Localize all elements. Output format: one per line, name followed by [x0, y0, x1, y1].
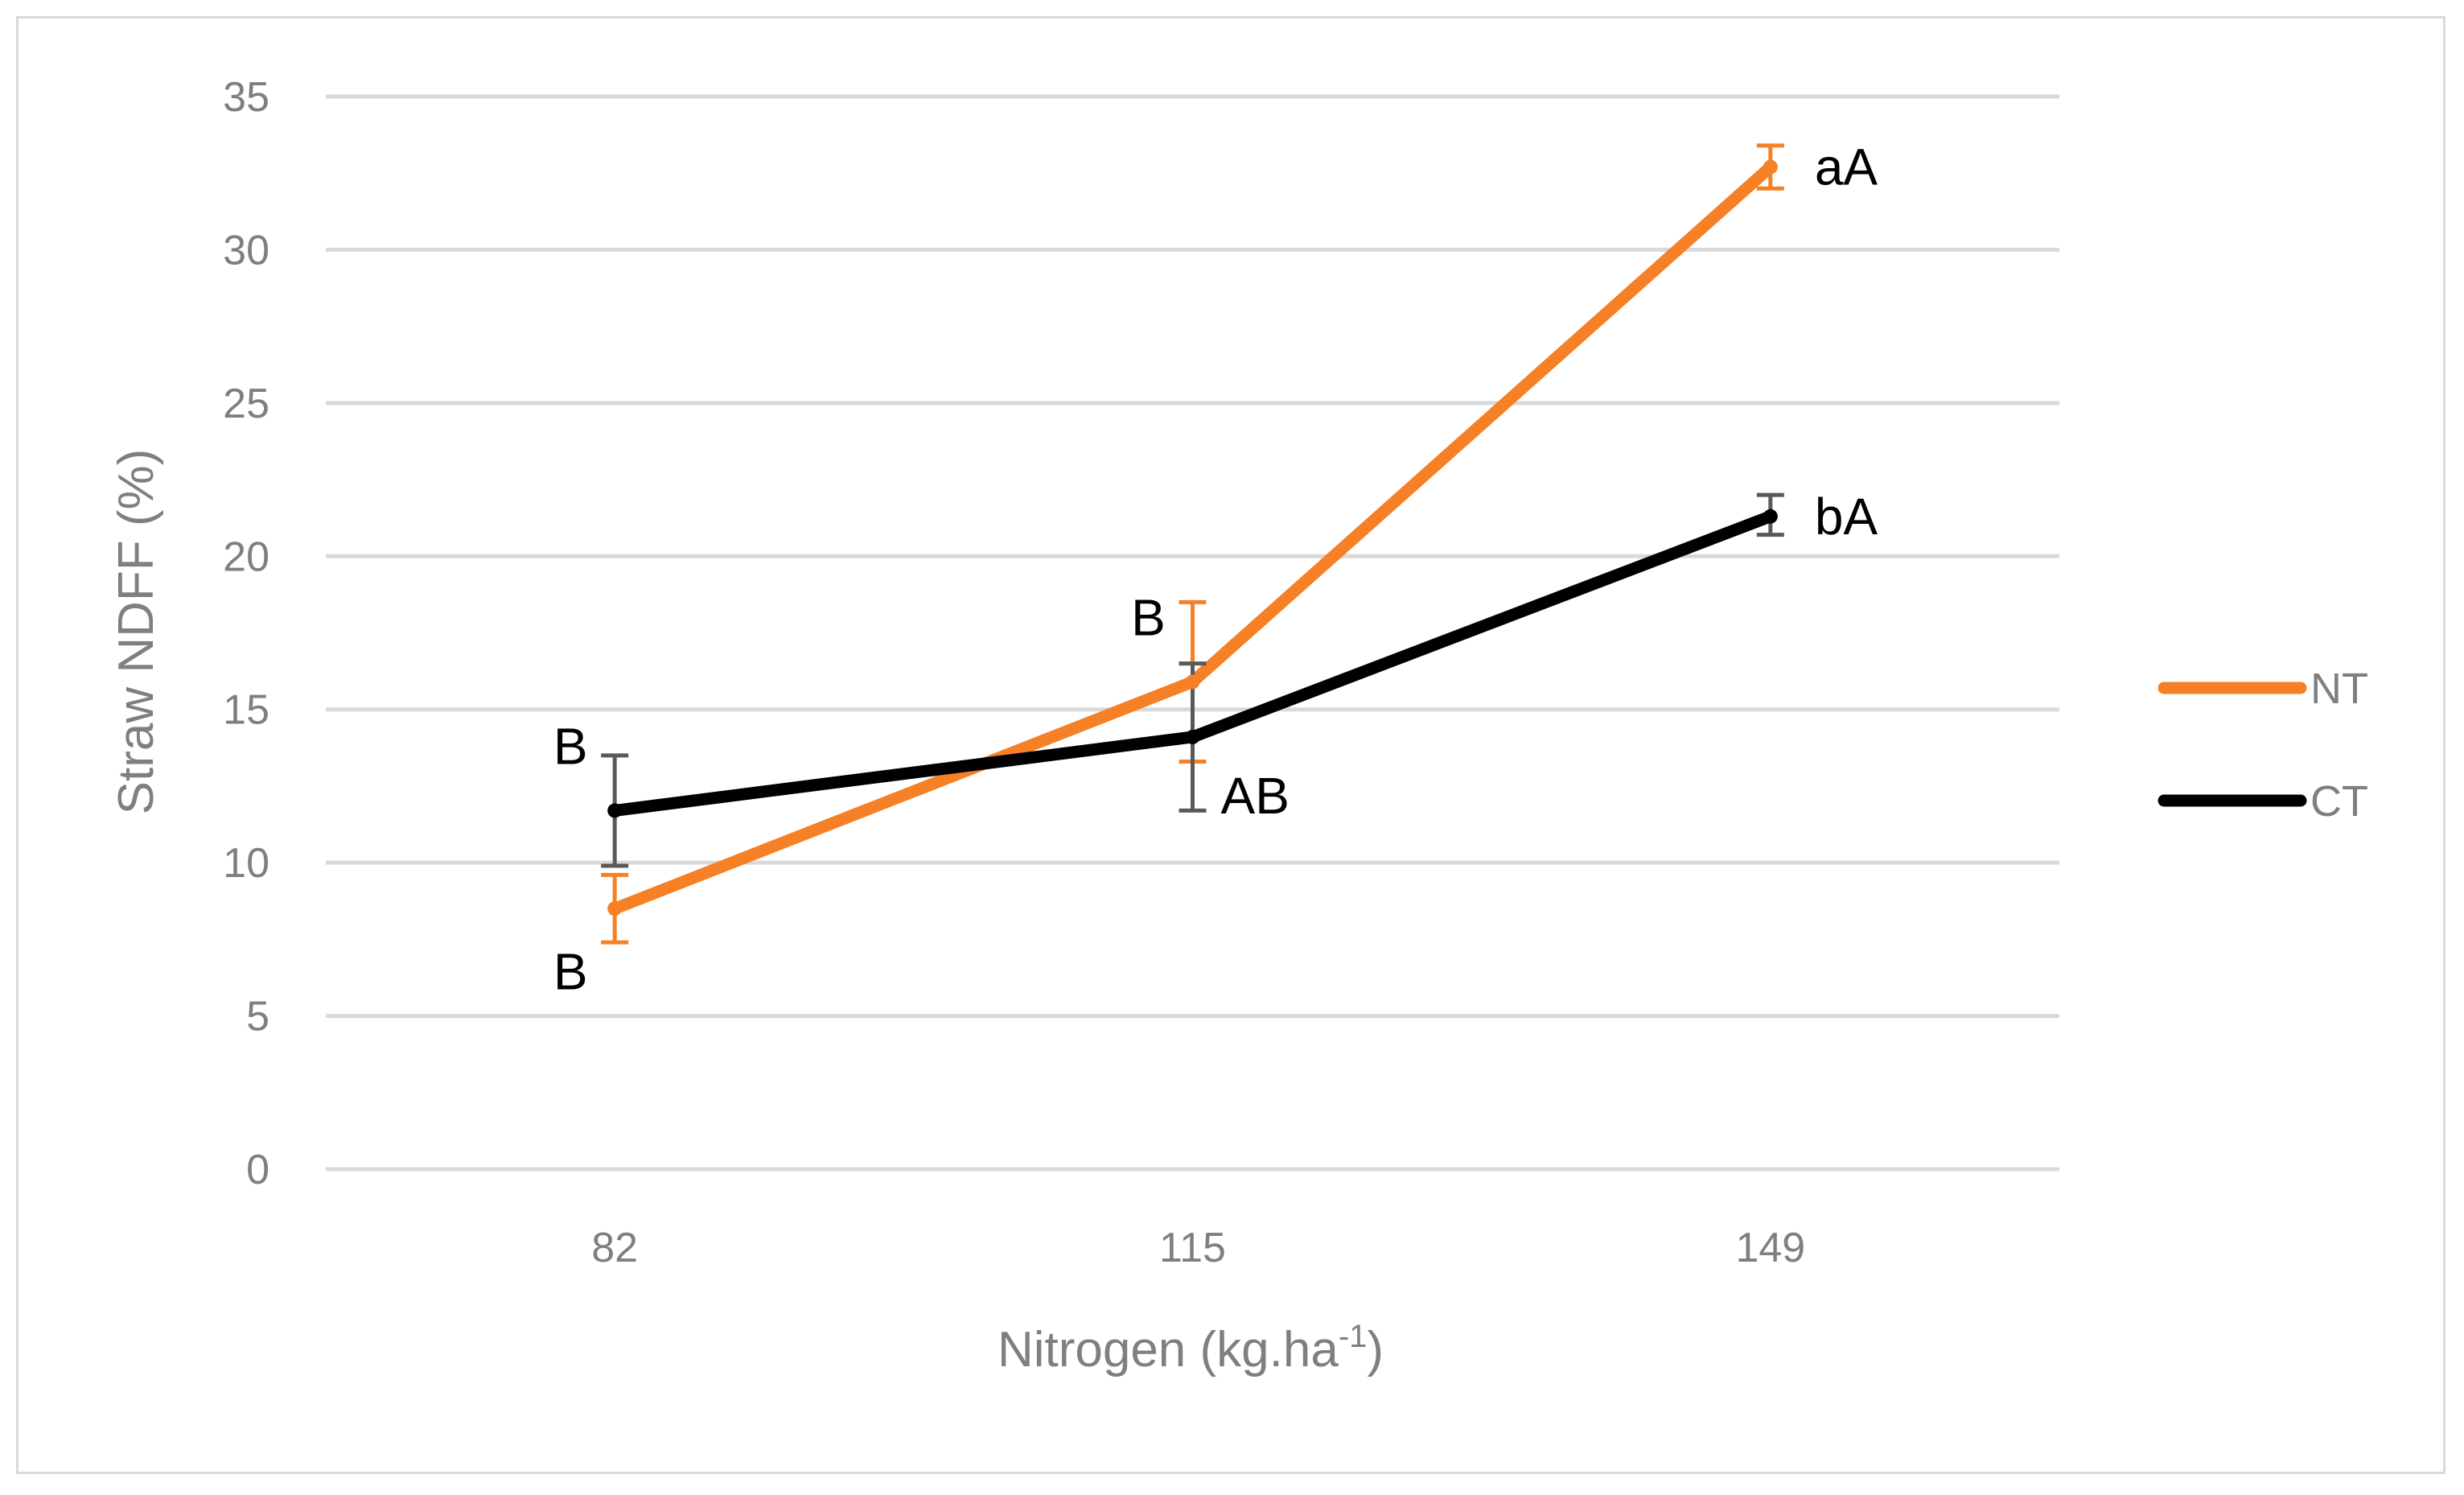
x-tick-label: 115: [1159, 1225, 1226, 1271]
data-point-ct: [1763, 509, 1778, 524]
y-tick-label: 20: [223, 533, 269, 580]
significance-label: aA: [1815, 138, 1878, 196]
y-tick-label: 35: [223, 74, 269, 121]
x-axis-title-main: Nitrogen (kg.ha: [998, 1322, 1339, 1378]
significance-label: B: [553, 942, 588, 1000]
gridlines: [326, 94, 2059, 1172]
y-tick-label: 5: [246, 994, 269, 1040]
legend: NT CT: [2158, 665, 2368, 826]
error-bars: [601, 143, 1784, 945]
data-point-nt: [1185, 674, 1200, 690]
x-axis-title: Nitrogen (kg.ha-1): [998, 1319, 1384, 1378]
data-point-nt: [607, 901, 623, 916]
data-points: [607, 159, 1778, 916]
chart-frame: [16, 16, 2445, 1474]
x-tick-label: 82: [591, 1225, 638, 1271]
significance-label: B: [1131, 588, 1166, 646]
annotations: B B B AB aA bA: [553, 138, 1878, 1001]
legend-label-nt: NT: [2310, 665, 2368, 713]
significance-label: bA: [1815, 488, 1878, 546]
significance-label: AB: [1221, 767, 1290, 825]
legend-label-ct: CT: [2310, 777, 2368, 826]
y-tick-label: 25: [223, 381, 269, 427]
x-axis-title-superscript: -1: [1339, 1319, 1368, 1354]
significance-label: B: [553, 717, 588, 775]
data-point-ct: [1185, 729, 1200, 744]
y-tick-label: 30: [223, 227, 269, 274]
y-axis-title: Straw NDFF (%): [109, 449, 164, 815]
y-tick-label: 15: [223, 687, 269, 734]
x-axis-ticks: 82 115 149: [591, 1225, 1805, 1271]
y-tick-label: 0: [246, 1147, 269, 1193]
x-tick-label: 149: [1735, 1225, 1805, 1271]
y-axis-ticks: 0 5 10 15 20 25 30 35: [223, 74, 269, 1193]
y-tick-label: 10: [223, 840, 269, 887]
data-point-ct: [607, 803, 623, 818]
data-point-nt: [1763, 159, 1778, 175]
x-axis-title-suffix: ): [1367, 1322, 1384, 1378]
